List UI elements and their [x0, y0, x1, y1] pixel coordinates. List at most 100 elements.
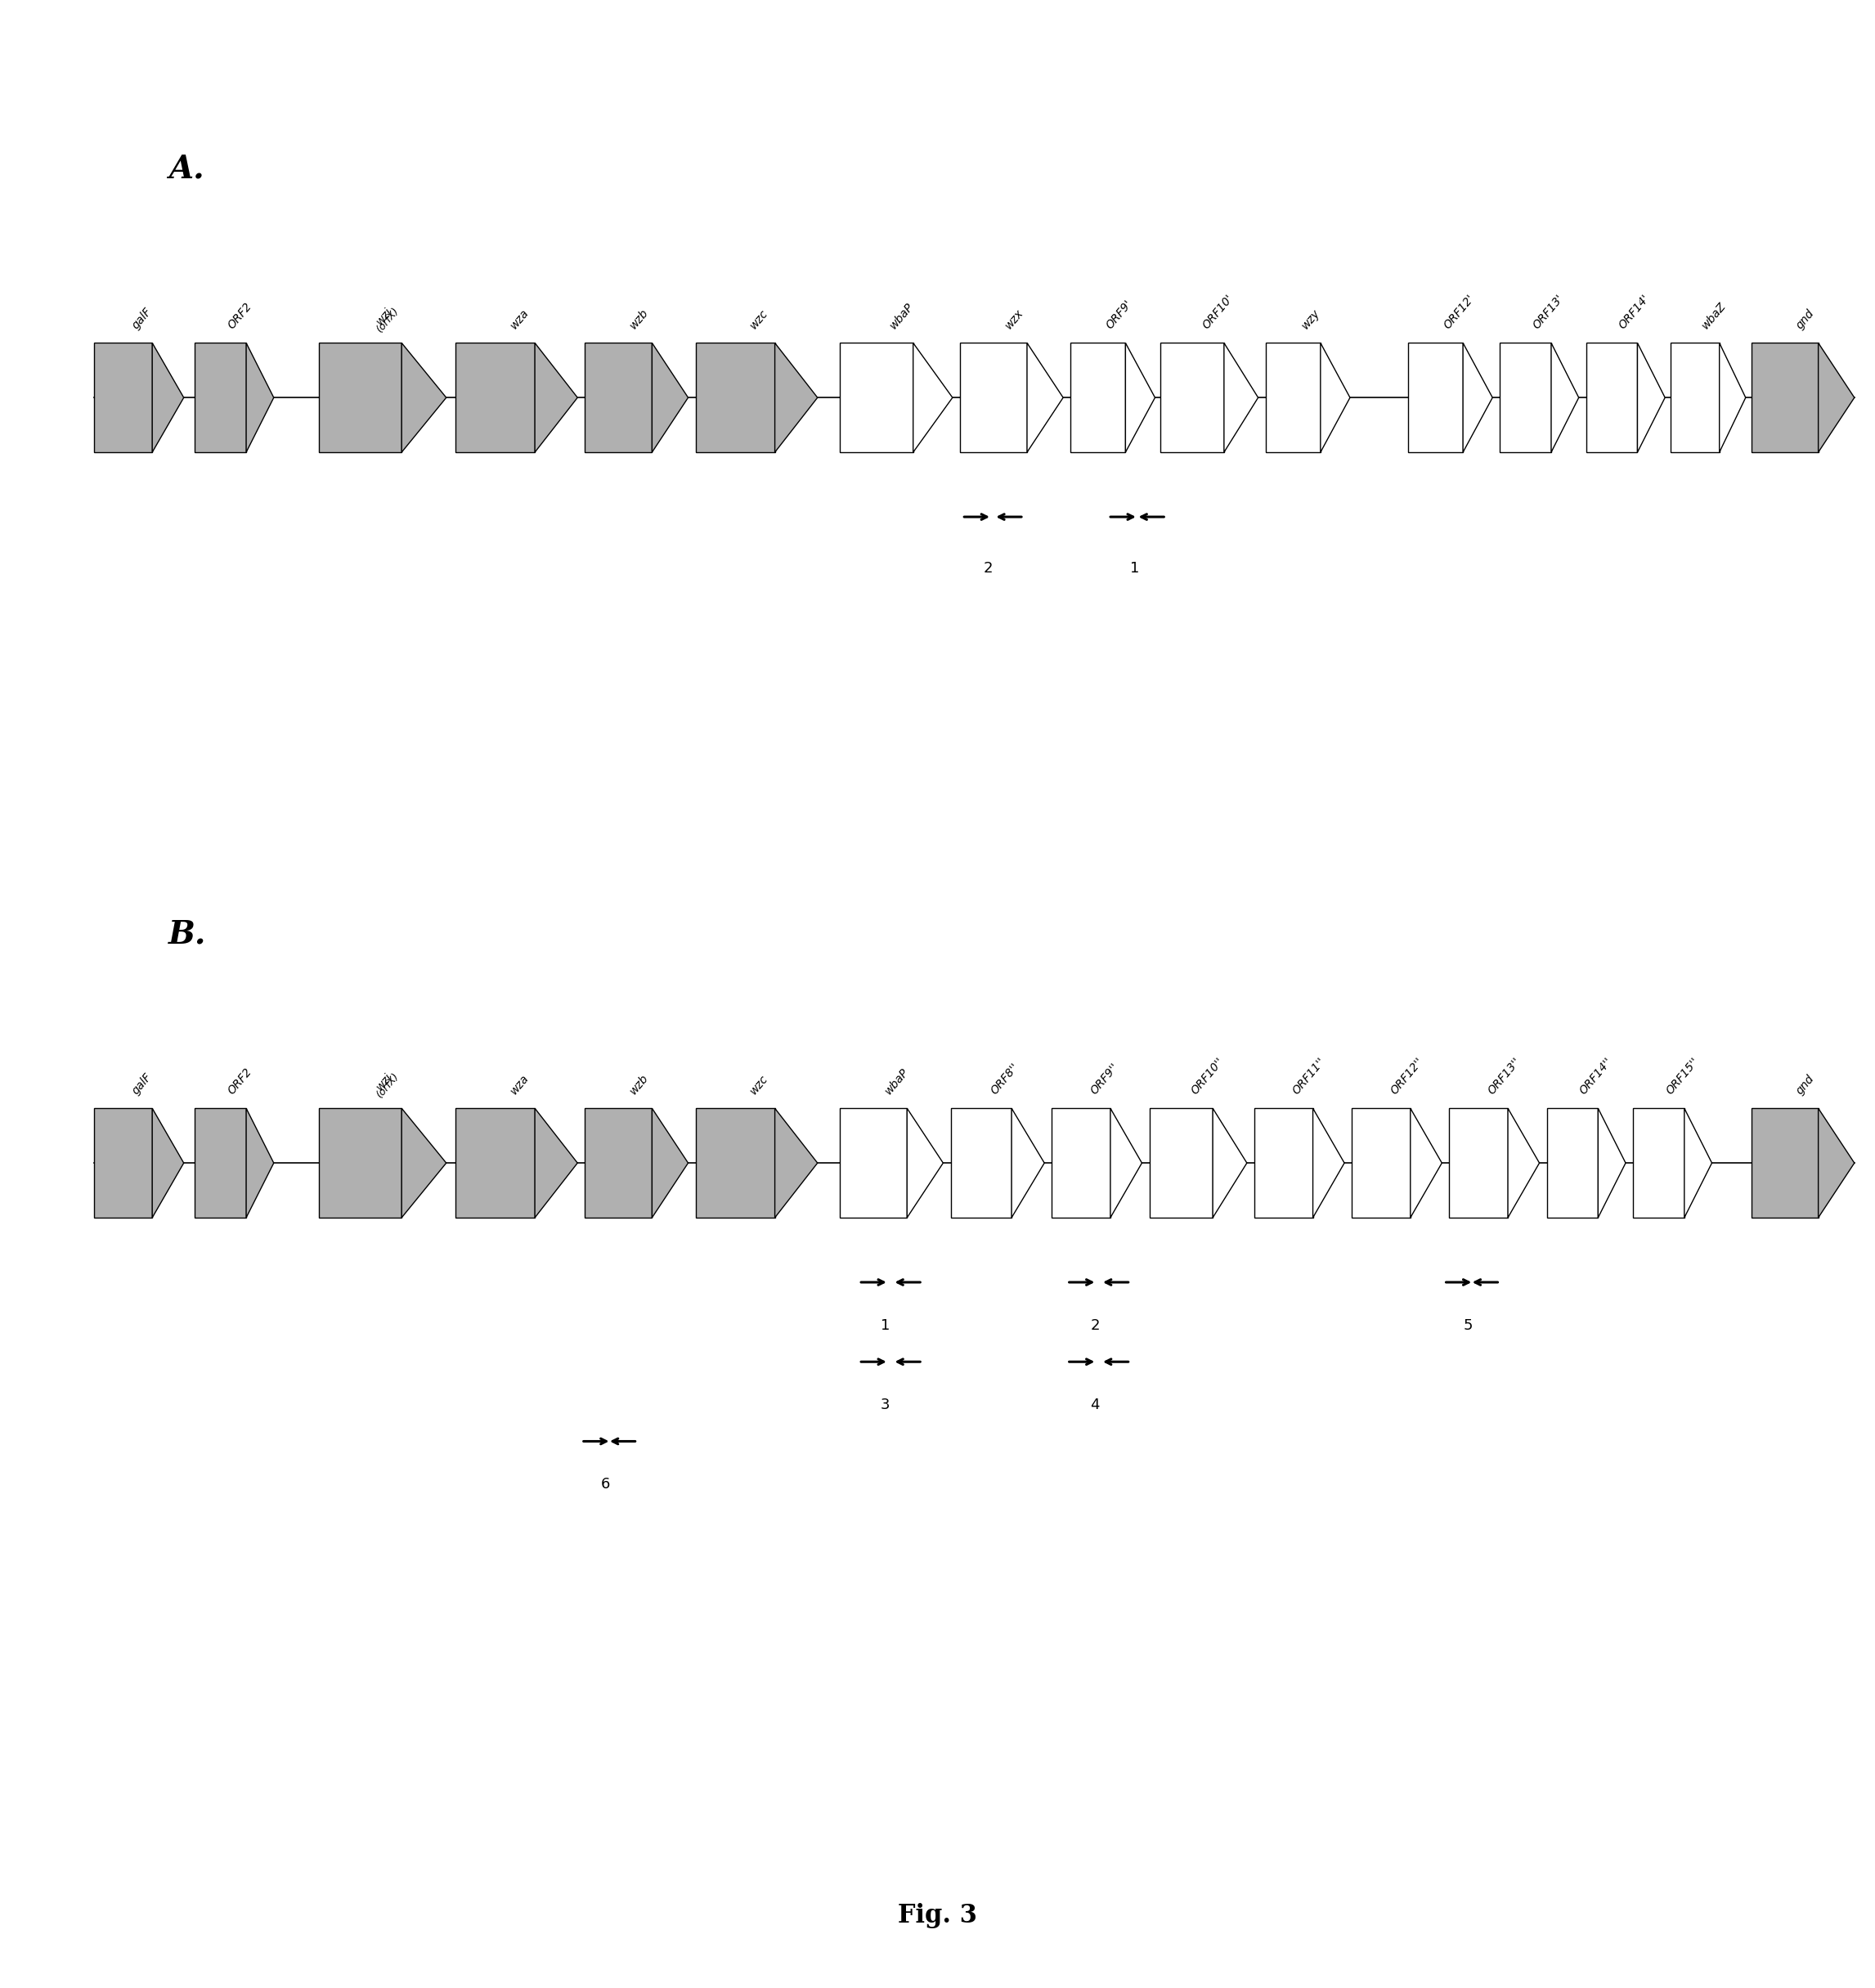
Polygon shape [152, 342, 184, 451]
Bar [1633, 1109, 1684, 1217]
Bar [319, 1109, 401, 1217]
Text: ORF2: ORF2 [225, 300, 253, 330]
Text: galF: galF [129, 1072, 154, 1097]
Text: ORF9'': ORF9'' [1087, 1062, 1121, 1097]
Text: 2: 2 [983, 561, 994, 575]
Text: ORF12'': ORF12'' [1388, 1056, 1425, 1097]
Bar [1586, 342, 1637, 451]
Bar [456, 1109, 534, 1217]
Polygon shape [534, 342, 578, 451]
Bar [1149, 1109, 1213, 1217]
Text: 6: 6 [602, 1477, 609, 1491]
Bar [1071, 342, 1125, 451]
Polygon shape [1224, 342, 1258, 451]
Bar [456, 342, 534, 451]
Text: wzb: wzb [628, 1072, 651, 1097]
Polygon shape [534, 1109, 578, 1217]
Bar [696, 342, 774, 451]
Polygon shape [652, 1109, 688, 1217]
Text: 2: 2 [1089, 1318, 1101, 1332]
Bar [1254, 1109, 1312, 1217]
Text: wza: wza [508, 306, 531, 330]
Text: wzb: wzb [628, 306, 651, 330]
Text: galF: galF [129, 306, 154, 330]
Polygon shape [1819, 342, 1854, 451]
Text: ORF12': ORF12' [1442, 292, 1478, 330]
Text: wzi: wzi [373, 1072, 394, 1091]
Text: gnd: gnd [1794, 1074, 1817, 1097]
Text: 1: 1 [881, 1318, 889, 1332]
Polygon shape [1312, 1109, 1344, 1217]
Text: ORF10': ORF10' [1200, 292, 1236, 330]
Bar [1751, 1109, 1819, 1217]
Text: ORF13'': ORF13'' [1485, 1056, 1523, 1097]
Bar [1161, 342, 1224, 451]
Text: (orfX): (orfX) [375, 306, 401, 334]
Bar [94, 342, 152, 451]
Bar [1751, 342, 1819, 451]
Polygon shape [774, 342, 817, 451]
Polygon shape [401, 342, 446, 451]
Text: wzi: wzi [373, 306, 394, 326]
Polygon shape [401, 1109, 446, 1217]
Polygon shape [1819, 1109, 1854, 1217]
Text: wbaP: wbaP [883, 1066, 911, 1097]
Text: B.: B. [169, 918, 206, 950]
Text: ORF10'': ORF10'' [1189, 1056, 1226, 1097]
Text: 3: 3 [879, 1398, 891, 1411]
Text: ORF2: ORF2 [225, 1066, 253, 1097]
Bar [585, 1109, 652, 1217]
Text: ORF8'': ORF8'' [988, 1062, 1022, 1097]
Polygon shape [1125, 342, 1155, 451]
Text: (orfX): (orfX) [375, 1072, 401, 1099]
Bar [319, 342, 401, 451]
Bar [1266, 342, 1320, 451]
Text: ORF13': ORF13' [1530, 292, 1566, 330]
Polygon shape [1012, 1109, 1044, 1217]
Polygon shape [1637, 342, 1665, 451]
Bar [1052, 1109, 1110, 1217]
Polygon shape [246, 342, 274, 451]
Text: wzy: wzy [1299, 306, 1322, 330]
Bar [1547, 1109, 1598, 1217]
Text: ORF11'': ORF11'' [1290, 1056, 1328, 1097]
Text: gnd: gnd [1794, 308, 1817, 330]
Text: wza: wza [508, 1072, 531, 1097]
Text: Fig. 3: Fig. 3 [898, 1903, 977, 1928]
Text: A.: A. [169, 153, 204, 185]
Bar [585, 342, 652, 451]
Bar [1449, 1109, 1508, 1217]
Bar [94, 1109, 152, 1217]
Bar [951, 1109, 1012, 1217]
Polygon shape [1213, 1109, 1247, 1217]
Text: ORF14': ORF14' [1616, 292, 1652, 330]
Bar [840, 1109, 908, 1217]
Polygon shape [1719, 342, 1746, 451]
Bar [195, 1109, 246, 1217]
Text: 5: 5 [1462, 1318, 1474, 1332]
Text: ORF14'': ORF14'' [1577, 1056, 1614, 1097]
Bar [1500, 342, 1551, 451]
Polygon shape [1508, 1109, 1539, 1217]
Polygon shape [1462, 342, 1492, 451]
Polygon shape [1598, 1109, 1626, 1217]
Polygon shape [246, 1109, 274, 1217]
Text: wzx: wzx [1003, 306, 1026, 330]
Polygon shape [1110, 1109, 1142, 1217]
Text: 1: 1 [1131, 561, 1138, 575]
Polygon shape [774, 1109, 817, 1217]
Text: 4: 4 [1089, 1398, 1101, 1411]
Polygon shape [652, 342, 688, 451]
Bar [696, 1109, 774, 1217]
Polygon shape [152, 1109, 184, 1217]
Bar [1671, 342, 1719, 451]
Text: wzc: wzc [748, 308, 771, 330]
Bar [840, 342, 913, 451]
Polygon shape [1684, 1109, 1712, 1217]
Polygon shape [1320, 342, 1350, 451]
Polygon shape [1028, 342, 1063, 451]
Bar [195, 342, 246, 451]
Polygon shape [1410, 1109, 1442, 1217]
Polygon shape [907, 1109, 943, 1217]
Bar [960, 342, 1028, 451]
